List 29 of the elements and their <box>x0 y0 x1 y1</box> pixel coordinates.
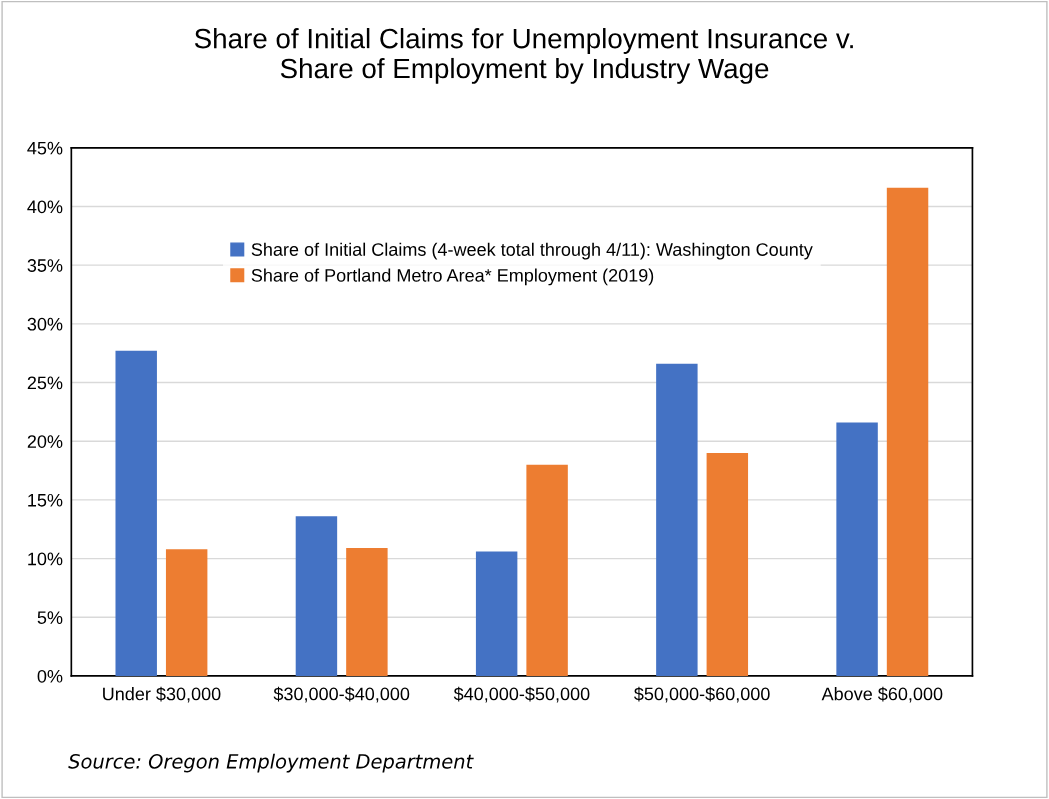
x-tick-label: Above $60,000 <box>821 686 943 703</box>
y-tick-label: 10% <box>28 552 63 566</box>
bar <box>526 464 568 676</box>
y-tick-label: 0% <box>37 669 63 683</box>
y-tick-label: 35% <box>27 259 63 272</box>
y-tick-label: 20% <box>27 435 63 448</box>
bar <box>115 350 157 676</box>
x-tick-label: $40,000-$50,000 <box>453 686 590 703</box>
bar <box>346 548 388 676</box>
y-tick-label: 40% <box>27 200 63 214</box>
bar <box>836 422 878 676</box>
bar <box>656 363 698 676</box>
bar <box>295 516 338 676</box>
x-tick-label: $50,000-$60,000 <box>634 686 770 703</box>
x-tick-label: $30,000-$40,000 <box>273 686 410 703</box>
bar <box>886 187 929 676</box>
source-note: Source: Oregon Employment Department <box>68 753 474 773</box>
x-tick-label: Under $30,000 <box>103 686 221 703</box>
y-tick-label: 30% <box>27 317 63 331</box>
y-tick-label: 5% <box>37 611 63 624</box>
y-tick-label: 15% <box>28 493 63 507</box>
y-tick-label: 45% <box>27 141 63 155</box>
legend-label: Share of Portland Metro Area* Employment (2019) <box>251 268 654 286</box>
chart-title: Share of Initial Claims for Unemployment Insurance v. Share of Employment by Industry Wage <box>194 28 853 84</box>
bar <box>706 452 749 676</box>
y-tick-label: 25% <box>27 376 63 390</box>
bar <box>165 549 208 676</box>
legend-label: Share of Initial Claims (4-week total through 4/11): Washington County <box>251 242 813 260</box>
bar <box>475 551 518 676</box>
